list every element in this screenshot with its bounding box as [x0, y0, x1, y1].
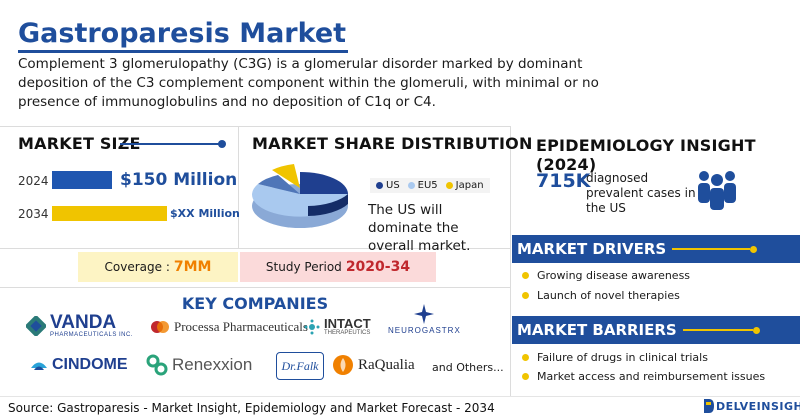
market-drivers-header: MARKET DRIVERS — [512, 235, 800, 263]
company-logo-drfalk: Dr.Falk — [276, 352, 324, 380]
legend-item-japan: Japan — [445, 180, 484, 191]
company-logo-processa: Processa Pharmaceuticals — [150, 318, 308, 336]
coverage-value: 7MM — [173, 259, 212, 275]
processa-name: Processa Pharmaceuticals — [174, 319, 308, 334]
page-description: Complement 3 glomerulopathy (C3G) is a g… — [18, 56, 599, 110]
heading-rule — [682, 329, 753, 331]
heading-rule-dot — [752, 326, 760, 334]
market-barriers-header: MARKET BARRIERS — [512, 316, 800, 344]
renexxion-name: Renexxion — [172, 355, 253, 374]
vanda-subname: PHARMACEUTICALS INC. — [50, 332, 134, 338]
vanda-icon — [26, 316, 46, 336]
divider — [0, 126, 510, 127]
neurogastrx-icon — [414, 304, 435, 324]
share-note: The US will dominate the overall market. — [368, 202, 471, 254]
company-logo-raqualia: RaQualia — [332, 354, 415, 376]
market-value-2024: $150 Million — [120, 170, 238, 190]
raqualia-name: RaQualia — [358, 356, 415, 373]
epidemiology-number: 715K — [536, 170, 591, 192]
driver-item: Growing disease awareness — [522, 269, 690, 282]
heading-rule-dot — [750, 245, 758, 253]
company-logo-intact: INTACT THERAPEUTICS — [304, 316, 371, 336]
other-companies: and Others... — [432, 361, 504, 374]
key-companies-heading: KEY COMPANIES — [181, 294, 329, 313]
legend-swatch-icon — [376, 182, 383, 189]
market-bar-2024 — [52, 171, 112, 189]
divider — [0, 287, 510, 288]
year-label-2034: 2034 — [18, 207, 49, 221]
company-logo-vanda: VANDA PHARMACEUTICALS INC. — [26, 312, 134, 338]
study-period-label: Study Period — [265, 260, 342, 274]
barrier-item: Market access and reimbursement issues — [522, 370, 765, 383]
divider — [238, 126, 239, 248]
share-pie-chart — [252, 164, 349, 228]
neurogastrx-name: NEUROGASTRX — [388, 326, 461, 335]
coverage-badge: Coverage : 7MM — [78, 252, 238, 282]
market-barriers-heading: MARKET BARRIERS — [517, 321, 677, 339]
delveinsight-logo-icon — [704, 399, 714, 413]
share-heading: MARKET SHARE DISTRIBUTION — [252, 134, 533, 153]
cindome-icon — [31, 362, 47, 370]
company-logo-cindome: CINDOME — [30, 356, 128, 374]
study-period-value: 2020-34 — [345, 259, 411, 275]
year-label-2024: 2024 — [18, 174, 49, 188]
title-underline — [18, 50, 348, 53]
company-logo-renexxion: Renexxion — [146, 354, 252, 376]
intact-subname: THERAPEUTICS — [324, 330, 371, 336]
people-group-icon — [698, 171, 736, 210]
brand-name: DELVEINSIGHT — [716, 400, 800, 413]
market-size-heading: MARKET SIZE — [18, 134, 141, 153]
share-legend: US EU5 Japan — [370, 178, 490, 193]
driver-item: Launch of novel therapies — [522, 289, 680, 302]
page-title: Gastroparesis Market — [18, 18, 347, 49]
divider — [510, 126, 511, 396]
pie-side — [308, 194, 348, 216]
cindome-name: CINDOME — [52, 356, 128, 373]
legend-item-us: US — [376, 180, 400, 191]
divider — [0, 248, 510, 249]
market-drivers-heading: MARKET DRIVERS — [517, 240, 667, 258]
intact-name: INTACT — [324, 316, 371, 331]
company-logo-neurogastrx: NEUROGASTRX — [388, 302, 461, 335]
heading-rule — [120, 143, 220, 145]
legend-item-eu5: EU5 — [407, 180, 438, 191]
study-period-badge: Study Period 2020-34 — [240, 252, 436, 282]
pie-slice-other — [258, 175, 300, 194]
coverage-label: Coverage : — [104, 260, 170, 274]
market-value-2034: $XX Million — [170, 207, 240, 220]
vanda-name: VANDA — [50, 312, 117, 333]
renexxion-icon — [146, 354, 168, 376]
heading-rule-dot — [218, 140, 226, 148]
epidemiology-heading: EPIDEMIOLOGY INSIGHT (2024) — [536, 136, 756, 174]
epidemiology-text: diagnosed prevalent cases in the US — [586, 171, 696, 215]
pie-slice-us — [300, 172, 348, 194]
legend-swatch-icon — [445, 182, 453, 189]
intact-icon — [304, 319, 320, 335]
processa-icon — [151, 321, 169, 333]
market-bar-2034 — [52, 206, 167, 221]
legend-swatch-icon — [407, 182, 415, 189]
source-citation: Source: Gastroparesis - Market Insight, … — [8, 401, 495, 415]
raqualia-icon — [333, 355, 353, 375]
pie-slice-japan — [272, 164, 300, 188]
barrier-item: Failure of drugs in clinical trials — [522, 351, 708, 364]
drfalk-name: Dr.Falk — [281, 358, 319, 373]
footer — [0, 396, 800, 420]
heading-rule — [672, 248, 751, 250]
